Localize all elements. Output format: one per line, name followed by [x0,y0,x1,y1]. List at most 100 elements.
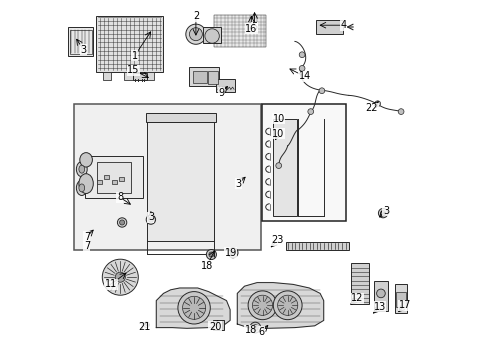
Bar [102,72,111,80]
Bar [316,20,343,34]
Circle shape [115,272,125,282]
Text: 4: 4 [340,20,346,30]
Text: 12: 12 [350,293,363,303]
Text: 8: 8 [117,192,123,202]
Polygon shape [237,283,323,328]
Text: 3: 3 [81,45,86,55]
Circle shape [299,52,305,58]
Text: 7: 7 [83,231,90,242]
Text: 16: 16 [244,24,257,34]
Circle shape [208,252,213,257]
Bar [207,71,218,84]
Circle shape [247,291,276,320]
Circle shape [273,291,302,320]
Text: 19: 19 [224,248,237,258]
Ellipse shape [79,184,84,192]
Circle shape [275,163,281,168]
Bar [112,180,117,184]
Bar [373,281,387,311]
Circle shape [230,250,235,255]
Ellipse shape [80,153,92,167]
Bar [273,119,296,216]
Circle shape [318,88,324,94]
Circle shape [148,217,153,222]
Circle shape [117,218,126,227]
Bar [193,71,207,83]
Text: 18: 18 [244,325,257,335]
Circle shape [380,211,385,216]
Bar [203,27,221,43]
Circle shape [277,295,297,315]
Circle shape [249,322,260,333]
Bar [124,72,133,80]
Text: 7: 7 [83,241,90,251]
Circle shape [227,248,238,258]
Bar [97,180,102,184]
Circle shape [204,29,219,43]
Ellipse shape [76,180,87,195]
Text: 14: 14 [298,71,310,81]
Circle shape [178,292,210,324]
Bar [70,30,91,54]
Text: 17: 17 [398,300,410,310]
Text: 22: 22 [365,103,377,113]
Bar [147,122,213,241]
Circle shape [143,322,149,328]
Text: 6: 6 [258,327,264,337]
Text: 11: 11 [104,279,117,289]
Bar [285,242,348,250]
Circle shape [120,220,124,225]
Text: 5: 5 [251,22,257,32]
Text: 20: 20 [208,321,221,332]
Text: 10: 10 [272,129,284,139]
Circle shape [185,24,205,44]
Bar [97,162,131,193]
Bar [133,73,147,80]
Bar [96,16,163,72]
Bar [212,320,224,330]
Text: 15: 15 [127,65,140,75]
Bar [145,72,154,80]
Text: 18: 18 [201,261,213,271]
Text: 13: 13 [373,302,385,312]
Circle shape [252,325,258,330]
Text: 3: 3 [382,206,388,216]
Ellipse shape [79,174,93,194]
Bar [213,15,265,47]
Text: 3: 3 [235,179,241,189]
Polygon shape [156,288,230,328]
Bar [350,263,368,304]
Bar [394,284,407,313]
Bar [73,104,260,250]
Text: 21: 21 [138,321,150,332]
Bar [396,292,405,307]
Text: 9: 9 [218,88,224,98]
Text: 10: 10 [272,114,284,124]
Circle shape [206,249,216,260]
Bar [85,156,142,198]
Bar [145,113,215,122]
Circle shape [376,289,385,298]
Circle shape [146,215,155,224]
Circle shape [252,295,272,315]
Circle shape [182,296,205,319]
Bar [215,79,235,92]
Bar [188,67,219,86]
Text: 23: 23 [271,235,283,246]
Ellipse shape [76,162,87,177]
Circle shape [189,28,202,41]
Circle shape [397,109,403,114]
Circle shape [102,259,138,295]
Circle shape [299,66,305,71]
Bar [118,177,123,181]
Text: 3: 3 [147,212,154,222]
Circle shape [378,208,387,218]
Circle shape [374,101,380,107]
Bar [261,104,346,221]
Circle shape [307,109,313,114]
Text: 2: 2 [192,11,199,21]
Text: 1: 1 [131,51,138,61]
Ellipse shape [79,165,84,173]
Bar [103,175,109,179]
Bar [68,27,93,56]
